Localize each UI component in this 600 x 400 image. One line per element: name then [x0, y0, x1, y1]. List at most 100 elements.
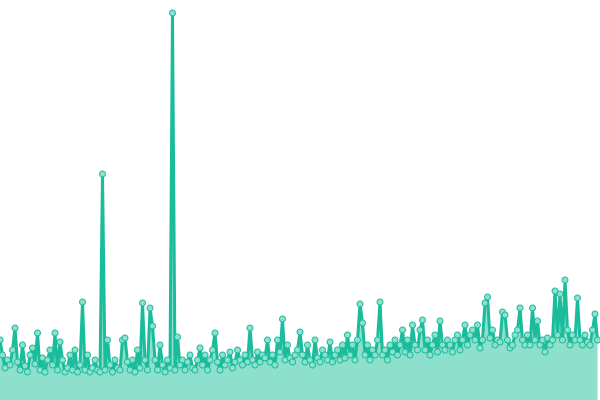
data-point: [344, 331, 351, 339]
data-point: [209, 346, 216, 354]
data-point: [204, 366, 211, 374]
data-point: [251, 361, 259, 369]
data-points: [0, 9, 600, 376]
data-point: [196, 344, 204, 352]
data-point: [461, 321, 469, 329]
data-point: [276, 348, 284, 356]
data-point: [366, 356, 374, 364]
data-point: [329, 358, 336, 366]
data-point: [264, 336, 271, 344]
data-point: [459, 336, 466, 344]
data-point: [211, 329, 219, 337]
data-point: [386, 341, 394, 349]
data-point: [104, 336, 111, 344]
data-point: [401, 348, 409, 356]
data-point: [41, 368, 49, 376]
data-point: [559, 336, 566, 344]
data-point: [371, 351, 379, 359]
data-point: [556, 290, 564, 298]
data-point: [159, 361, 166, 369]
data-point: [404, 336, 411, 344]
data-point: [226, 348, 234, 356]
data-point: [504, 336, 511, 344]
data-point: [364, 341, 371, 349]
data-point: [496, 338, 504, 346]
data-point: [346, 351, 354, 359]
data-point: [269, 351, 276, 359]
data-point: [284, 341, 291, 349]
data-point: [391, 336, 399, 344]
data-point: [429, 341, 436, 349]
data-point: [191, 366, 199, 374]
data-point: [579, 341, 586, 349]
data-point: [271, 361, 279, 369]
data-point: [354, 336, 361, 344]
data-point: [339, 341, 346, 349]
data-point: [164, 356, 171, 364]
data-point: [121, 334, 129, 342]
data-point: [169, 9, 176, 17]
data-point: [19, 341, 26, 349]
data-point: [26, 351, 34, 359]
data-point: [289, 358, 296, 366]
data-point: [534, 317, 541, 325]
data-point: [334, 346, 341, 354]
data-point: [54, 366, 61, 374]
series-line: [0, 11, 599, 374]
data-point: [146, 304, 154, 312]
data-point: [561, 276, 569, 284]
data-point: [239, 361, 246, 369]
data-point: [409, 321, 416, 329]
data-point: [304, 341, 311, 349]
data-point: [144, 366, 151, 374]
data-point: [464, 341, 471, 349]
data-point: [34, 329, 41, 337]
data-point: [591, 310, 599, 318]
data-point: [514, 326, 521, 334]
data-point: [554, 331, 561, 339]
data-point: [201, 351, 209, 359]
data-point: [254, 348, 261, 356]
data-point: [531, 336, 539, 344]
data-point: [0, 336, 4, 344]
data-point: [399, 326, 406, 334]
data-point: [349, 341, 356, 349]
data-point: [394, 351, 401, 359]
data-point: [71, 346, 79, 354]
data-point: [529, 304, 536, 312]
data-point: [76, 361, 84, 369]
data-point: [79, 298, 86, 306]
data-point: [116, 366, 124, 374]
data-point: [74, 368, 81, 376]
data-point: [6, 361, 14, 369]
data-point: [486, 334, 494, 342]
data-point: [309, 361, 316, 369]
data-point: [206, 356, 214, 364]
data-point: [1, 364, 9, 372]
data-point: [101, 366, 109, 374]
data-point: [224, 356, 231, 364]
data-point: [441, 346, 449, 354]
data-point: [316, 358, 324, 366]
data-point: [154, 366, 161, 374]
data-point: [594, 336, 600, 344]
data-point: [326, 338, 334, 346]
data-point: [389, 348, 396, 356]
data-point: [489, 326, 496, 334]
data-point: [549, 336, 556, 344]
data-point: [21, 362, 29, 370]
data-point: [131, 368, 139, 376]
data-point: [266, 358, 274, 366]
data-point: [541, 348, 549, 356]
data-point: [426, 351, 434, 359]
data-point: [481, 299, 489, 307]
data-point: [471, 336, 479, 344]
data-point: [174, 333, 181, 341]
data-point: [181, 366, 189, 374]
data-point: [274, 336, 281, 344]
data-point: [416, 326, 424, 334]
data-point: [484, 293, 491, 301]
data-point: [474, 321, 481, 329]
data-point: [0, 351, 6, 359]
